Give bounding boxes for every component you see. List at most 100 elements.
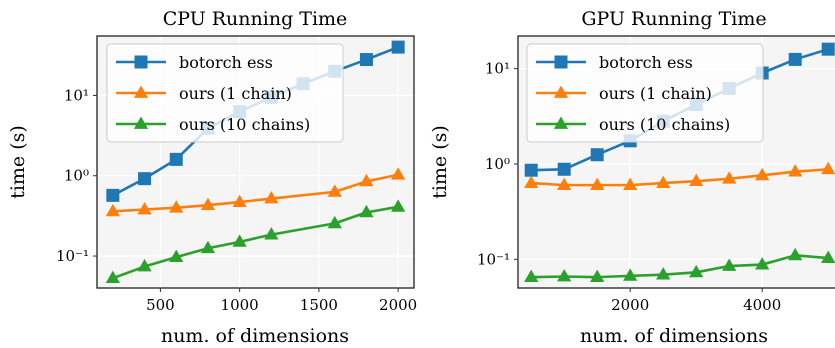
- cpu-data-point: [391, 40, 405, 54]
- gpu-data-point: [656, 267, 671, 280]
- gpu-series-1: [524, 161, 835, 190]
- cpu-y-tick-label: 10⁰: [64, 167, 89, 185]
- cpu-x-tick-label: 2000: [379, 296, 417, 314]
- cpu-chart: CPU Running Time num. of dimensions time…: [7, 8, 417, 347]
- gpu-x-axis-label: num. of dimensions: [580, 325, 768, 347]
- gpu-chart-title: GPU Running Time: [581, 8, 766, 30]
- cpu-data-point: [359, 173, 374, 187]
- gpu-series-line: [531, 167, 829, 187]
- gpu-x-tick-label: 2000: [611, 296, 649, 314]
- gpu-chart: GPU Running Time num. of dimensions time…: [429, 8, 835, 347]
- gpu-series-2: [524, 247, 835, 283]
- cpu-y-tick-label: 10⁻¹: [56, 247, 89, 265]
- gpu-data-point: [557, 269, 572, 282]
- gpu-x-tick-label: 4000: [743, 296, 781, 314]
- gpu-legend-entry: botorch ess: [536, 53, 693, 72]
- cpu-data-point: [391, 199, 406, 212]
- cpu-x-tick-label: 1000: [221, 296, 259, 314]
- cpu-data-point: [232, 234, 247, 247]
- gpu-legend-marker: [554, 55, 568, 69]
- gpu-data-point: [557, 177, 572, 190]
- cpu-data-point: [359, 204, 374, 218]
- gpu-data-point: [524, 163, 538, 177]
- cpu-plot-frame: [96, 35, 415, 289]
- cpu-y-axis-label: time (s): [7, 125, 29, 199]
- gpu-data-point: [524, 269, 539, 283]
- cpu-data-point: [137, 259, 152, 272]
- gpu-data-point: [524, 175, 539, 188]
- gpu-data-point: [557, 162, 571, 176]
- cpu-data-point: [105, 203, 120, 217]
- cpu-legend-marker: [134, 55, 148, 69]
- gpu-legend-label: ours (10 chains): [599, 115, 730, 134]
- cpu-data-point: [138, 172, 152, 186]
- gpu-data-point: [788, 164, 803, 177]
- cpu-data-point: [391, 167, 406, 180]
- cpu-legend-label: botorch ess: [179, 53, 273, 72]
- cpu-data-point: [137, 201, 152, 215]
- cpu-data-point: [264, 227, 279, 240]
- cpu-data-point: [169, 200, 184, 213]
- cpu-data-point: [327, 215, 342, 229]
- cpu-data-point: [359, 53, 373, 67]
- gpu-series-line: [531, 254, 829, 279]
- gpu-data-point: [689, 264, 704, 278]
- cpu-x-tick-label: 500: [146, 296, 175, 314]
- cpu-data-point: [327, 184, 342, 197]
- gpu-data-point: [689, 173, 704, 187]
- gpu-data-point: [788, 247, 803, 261]
- gpu-plot-frame: [517, 35, 835, 289]
- cpu-x-tick-label: 1500: [300, 296, 338, 314]
- cpu-legend-entry: ours (1 chain): [116, 84, 292, 103]
- gpu-data-point: [722, 171, 737, 184]
- cpu-data-point: [106, 188, 120, 202]
- cpu-legend-entry: botorch ess: [116, 53, 273, 72]
- cpu-data-point: [169, 249, 184, 262]
- cpu-legend-label: ours (1 chain): [179, 84, 292, 103]
- cpu-legend-marker: [133, 85, 149, 98]
- cpu-legend-entry: ours (10 chains): [116, 115, 310, 134]
- gpu-ticks: 2000 4000 10⁻¹ 10⁰ 10¹: [477, 60, 781, 314]
- gpu-data-point: [590, 177, 605, 190]
- cpu-data-point: [200, 197, 216, 211]
- cpu-data-point: [105, 270, 120, 284]
- gpu-data-point: [755, 167, 770, 181]
- gpu-legend-entry: ours (10 chains): [536, 115, 730, 134]
- cpu-data-point: [200, 240, 216, 254]
- gpu-data-point: [656, 175, 671, 188]
- gpu-y-tick-label: 10⁻¹: [477, 250, 510, 268]
- cpu-legend-label: ours (10 chains): [179, 115, 310, 134]
- gpu-data-point: [821, 42, 835, 56]
- gpu-legend: botorch ess ours (1 chain) ours (10 chains…: [526, 43, 764, 143]
- gpu-legend-marker: [553, 85, 569, 98]
- cpu-legend-box: [106, 43, 344, 143]
- gpu-data-point: [590, 148, 604, 162]
- gpu-data-point: [590, 269, 605, 283]
- cpu-data-point: [169, 152, 183, 166]
- gpu-y-tick-label: 10⁰: [485, 155, 510, 173]
- gpu-legend-label: ours (1 chain): [599, 84, 712, 103]
- cpu-legend-marker: [133, 116, 149, 129]
- gpu-data-point: [821, 161, 835, 175]
- gpu-data-point: [623, 268, 638, 281]
- cpu-y-tick-label: 10¹: [64, 86, 89, 104]
- gpu-legend-marker: [553, 116, 569, 129]
- gpu-data-point: [623, 177, 638, 190]
- cpu-chart-title: CPU Running Time: [163, 8, 348, 30]
- cpu-legend: botorch ess ours (1 chain) ours (10 chains…: [106, 43, 344, 143]
- cpu-ticks: 500 1000 1500 2000 10⁻¹ 10⁰ 10¹: [56, 86, 417, 314]
- cpu-data-point: [232, 194, 247, 207]
- gpu-legend-box: [526, 43, 764, 143]
- gpu-y-tick-label: 10¹: [485, 60, 510, 78]
- cpu-series-1: [105, 167, 406, 217]
- gpu-data-point: [755, 257, 770, 270]
- gpu-y-axis-label: time (s): [429, 125, 451, 199]
- gpu-data-point: [788, 52, 802, 66]
- gpu-data-point: [821, 250, 835, 263]
- gpu-legend-label: botorch ess: [599, 53, 693, 72]
- gpu-legend-entry: ours (1 chain): [536, 84, 712, 103]
- cpu-data-point: [264, 191, 279, 204]
- cpu-x-axis-label: num. of dimensions: [161, 325, 349, 347]
- cpu-series-2: [105, 199, 406, 284]
